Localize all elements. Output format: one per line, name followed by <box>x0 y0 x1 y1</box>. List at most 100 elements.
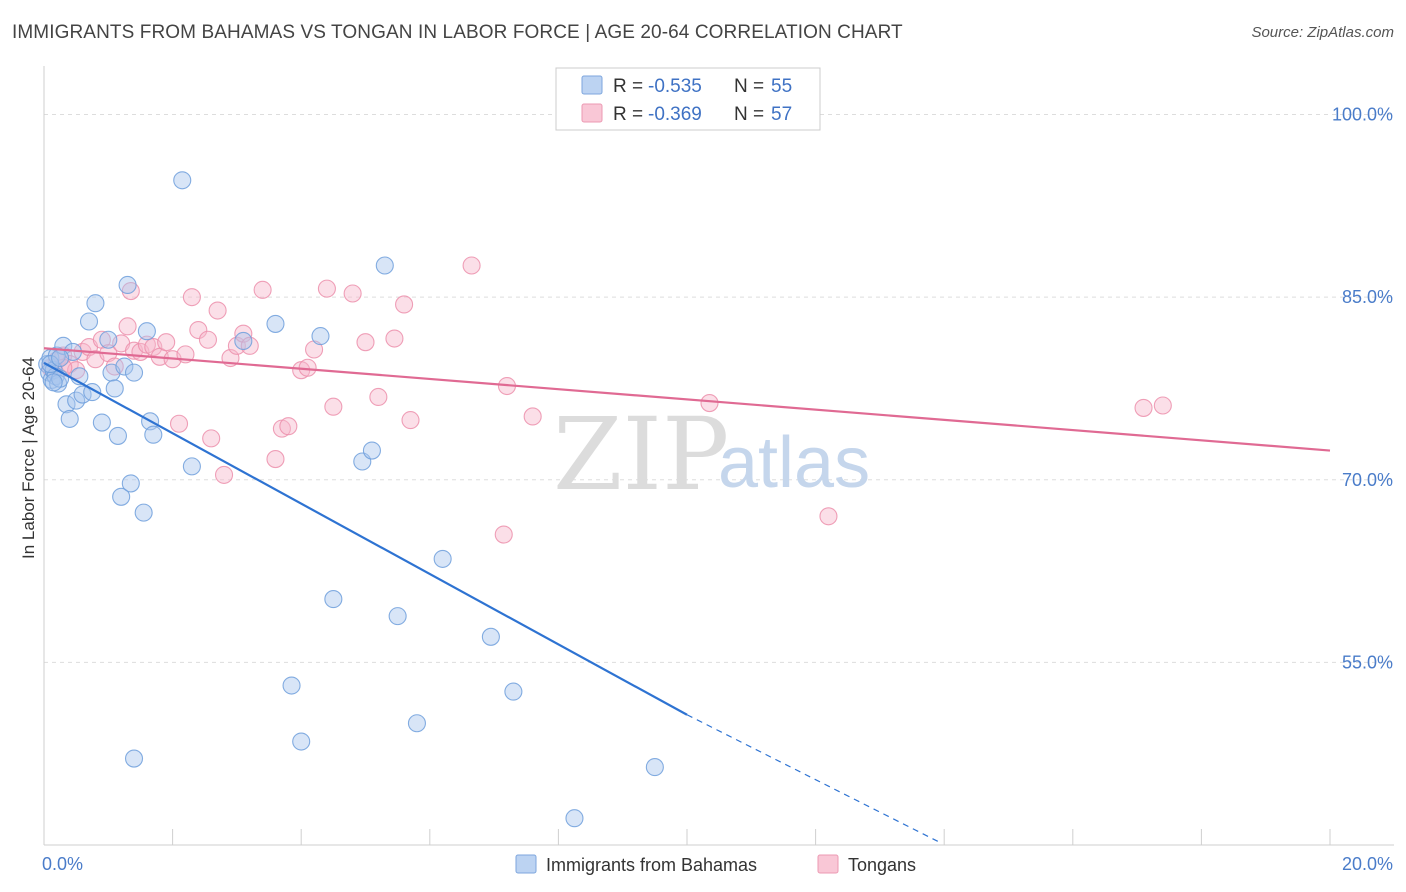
bahamas-point <box>388 607 407 626</box>
bahamas-point <box>118 275 137 295</box>
y-axis-title: In Labor Force | Age 20-64 <box>19 357 38 559</box>
tongans-point <box>700 394 719 413</box>
tongans-point <box>369 387 388 407</box>
r-label-1: R = <box>613 76 643 97</box>
source-label: Source: ZipAtlas.com <box>1251 24 1394 41</box>
bahamas-point <box>137 322 156 341</box>
bahamas-point <box>504 682 523 701</box>
x-axis <box>43 66 1394 846</box>
tongans-trendline <box>43 347 1331 452</box>
tongans-point <box>401 411 420 430</box>
bahamas-point <box>44 373 63 392</box>
bahamas-point <box>234 331 253 351</box>
bahamas-point <box>51 348 70 368</box>
bahamas-point <box>134 503 153 522</box>
tongans-point <box>343 284 362 303</box>
tongans-point <box>317 279 336 298</box>
bahamas-point <box>565 809 584 828</box>
bahamas-point <box>112 487 131 506</box>
bahamas-point <box>108 426 127 445</box>
tongans-point <box>202 429 221 448</box>
trendlines <box>43 347 1331 842</box>
legend-tongans-label: Tongans <box>848 855 916 875</box>
n-label-1: N = <box>734 76 764 97</box>
bahamas-point <box>115 357 134 376</box>
stats-legend: R = -0.535 N = 55 R = -0.369 N = 57 <box>555 67 821 131</box>
bahamas-points <box>38 171 664 828</box>
tongans-point <box>157 333 176 352</box>
y-tick-label-100: 100.0% <box>1332 105 1393 125</box>
bahamas-point <box>375 256 394 275</box>
bahamas-point <box>407 714 426 733</box>
bahamas-point <box>124 363 144 382</box>
n-label-2: N = <box>734 104 764 125</box>
legend-bahamas-swatch <box>515 854 537 874</box>
bahamas-point <box>57 395 76 414</box>
tongans-point <box>169 414 189 433</box>
bahamas-point <box>324 590 343 609</box>
bahamas-point <box>311 327 330 346</box>
x-tick-label-min: 0.0% <box>42 854 83 874</box>
gridlines <box>44 114 1394 663</box>
bahamas-point <box>173 171 192 190</box>
bahamas-point <box>79 312 99 331</box>
tongans-point <box>385 329 404 348</box>
bahamas-point <box>86 294 105 313</box>
watermark: ZIP atlas <box>553 396 870 513</box>
bahamas-point <box>124 749 144 768</box>
tongans-point <box>214 465 234 484</box>
bahamas-point <box>99 330 118 349</box>
tongans-point <box>494 525 513 544</box>
n-value-bahamas: 55 <box>771 76 792 97</box>
r-value-tongans: -0.369 <box>648 104 702 125</box>
bahamas-point <box>266 314 285 333</box>
tongans-point <box>523 407 542 426</box>
chart-title: IMMIGRANTS FROM BAHAMAS VS TONGAN IN LAB… <box>12 22 903 43</box>
bahamas-trendline <box>43 361 688 716</box>
tongans-point <box>1134 398 1153 417</box>
tongans-point <box>462 256 481 275</box>
bahamas-point <box>92 413 111 432</box>
tongans-point <box>266 450 285 469</box>
bahamas-point <box>433 549 452 568</box>
r-value-bahamas: -0.535 <box>648 76 702 97</box>
tongans-swatch <box>581 103 603 123</box>
x-tick-label-max: 20.0% <box>1342 854 1393 874</box>
bahamas-swatch <box>581 75 603 95</box>
bahamas-point <box>105 379 124 398</box>
bahamas-point <box>645 758 664 777</box>
bahamas-trendline-extension <box>686 714 939 842</box>
y-tick-labels: 55.0% 70.0% 85.0% 100.0% <box>1332 105 1393 673</box>
bahamas-point <box>282 676 301 695</box>
bahamas-point <box>481 627 500 646</box>
tongans-point <box>356 333 375 352</box>
tongans-point <box>198 330 218 349</box>
legend-bahamas-label: Immigrants from Bahamas <box>546 855 757 875</box>
x-tick-labels: 0.0% 20.0% <box>42 854 1393 874</box>
tongans-point <box>819 507 838 526</box>
n-value-tongans: 57 <box>771 104 792 125</box>
legend-tongans-swatch <box>817 854 839 874</box>
tongans-point <box>182 288 201 307</box>
tongans-point <box>189 320 208 340</box>
bahamas-point <box>60 409 79 428</box>
tongans-point <box>279 417 298 436</box>
tongans-point <box>208 301 227 320</box>
series-legend: Immigrants from Bahamas Tongans <box>515 854 916 875</box>
y-tick-label-70: 70.0% <box>1342 470 1393 490</box>
tongans-point <box>324 397 343 416</box>
watermark-zip: ZIP <box>553 396 729 513</box>
tongans-point <box>253 280 272 299</box>
bahamas-point <box>182 457 201 476</box>
tongans-point <box>395 295 414 314</box>
watermark-atlas: atlas <box>718 423 870 503</box>
bahamas-point <box>362 441 381 460</box>
tongans-point <box>1153 396 1172 415</box>
bahamas-point <box>292 732 311 751</box>
bahamas-point <box>121 474 140 493</box>
r-label-2: R = <box>613 104 643 125</box>
bahamas-point <box>144 425 163 444</box>
tongans-point <box>118 317 137 336</box>
y-tick-label-85: 85.0% <box>1342 287 1393 307</box>
